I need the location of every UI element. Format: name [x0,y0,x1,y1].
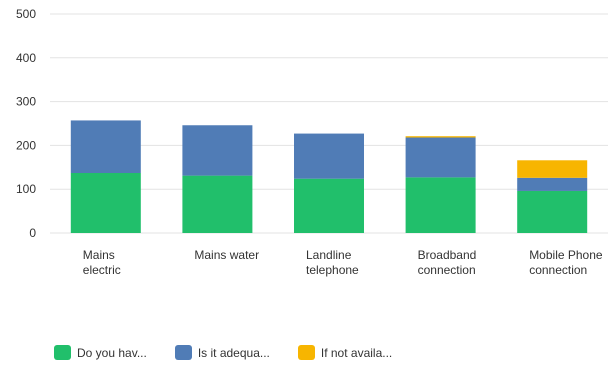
y-tick-label: 500 [16,7,36,21]
y-tick-label: 0 [29,226,36,240]
bar-segment [70,172,141,233]
bar-segment [405,137,476,178]
legend-label: Is it adequa... [197,345,270,360]
bar-segment [70,120,141,173]
bar-segment [517,160,588,178]
bar-segment [294,178,364,233]
x-category-label: Broadband connection [418,248,477,277]
y-tick-label: 100 [16,182,36,196]
bar-segment [182,125,253,176]
bar-segment [405,177,476,233]
y-tick-label: 200 [16,138,36,152]
legend-label: Do you hav... [77,345,147,360]
legend-item[interactable]: If not availa... [297,345,393,360]
bar-segment [294,133,364,179]
bar-segment [405,136,476,138]
bar-segment [517,177,588,191]
legend-item[interactable]: Do you hav... [54,345,147,360]
x-category-label: Landline telephone [306,248,359,277]
bar-segment [182,175,253,233]
legend-label: If not availa... [320,345,393,360]
x-category-label: Mobile Phone connection [529,248,603,277]
legend-swatch [174,345,192,360]
legend-swatch [54,345,71,360]
y-tick-label: 400 [16,51,36,65]
x-category-label: Mains electric [83,248,121,277]
chart-legend: Do you hav... Is it adequa... If not avail… [54,345,420,360]
bar-segment [517,190,588,233]
legend-swatch [297,345,315,360]
y-tick-label: 300 [16,95,36,109]
legend-item[interactable]: Is it adequa... [174,345,270,360]
x-category-label: Mains water [194,248,259,262]
